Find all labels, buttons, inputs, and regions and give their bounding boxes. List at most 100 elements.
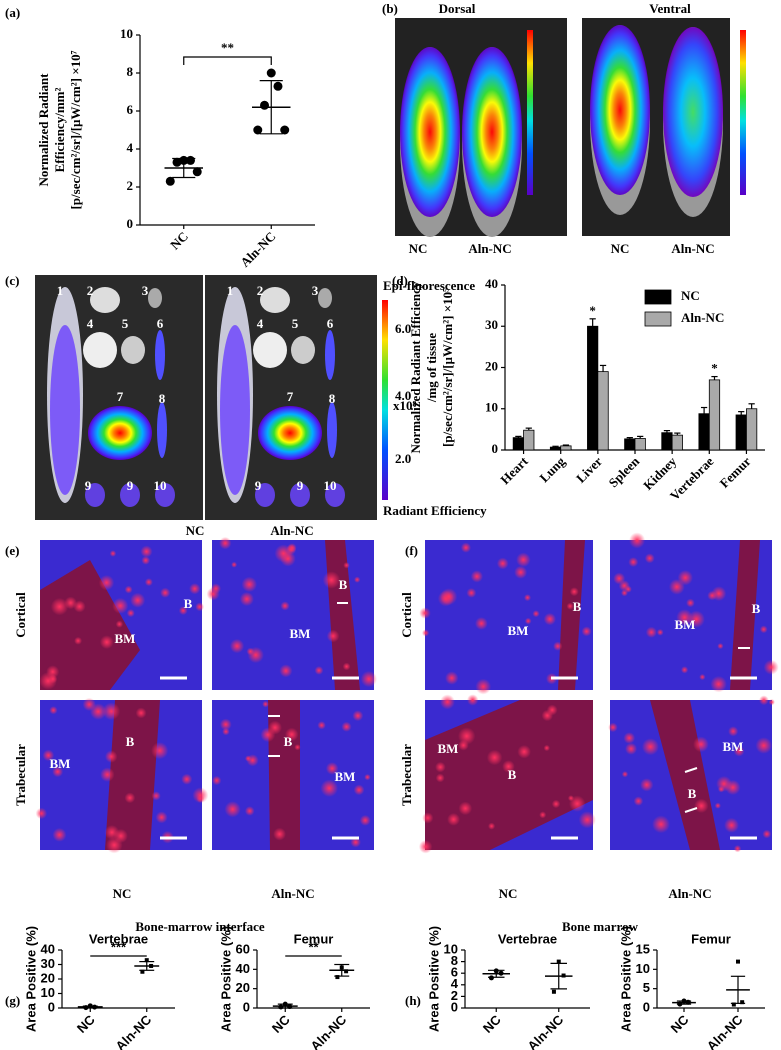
red-spot (693, 736, 709, 753)
annotation: * (711, 361, 718, 376)
bar (549, 446, 562, 451)
red-spot (677, 570, 694, 586)
red-spot (52, 827, 67, 842)
arrow (684, 807, 698, 813)
panel-label: (b) (382, 1, 398, 16)
red-spot (350, 836, 361, 848)
red-spot (352, 710, 364, 722)
red-spot (359, 814, 371, 826)
organ-number: 1 (57, 283, 64, 298)
group-label: Aln-NC (270, 523, 313, 538)
red-spot (422, 629, 430, 637)
group-label: Aln-NC (271, 886, 314, 901)
significance-bracket (183, 56, 272, 65)
organ-number: 9 (255, 478, 262, 493)
red-spot (229, 638, 245, 654)
red-spot (178, 606, 188, 616)
y-axis-label: Normalized Radiant (36, 73, 51, 187)
chart: 0 2 4 6 8 10 Normalized Radiant Efficiency/mm²[… (36, 26, 315, 270)
red-spot (699, 673, 706, 681)
y-tick-label: 0 (48, 999, 55, 1014)
panel-label: (c) (5, 273, 19, 288)
organ-number: 3 (142, 283, 149, 298)
y-axis-label: /mg of tissue (424, 333, 439, 404)
red-spot (279, 664, 293, 678)
data-point (192, 167, 202, 177)
region-label: B (573, 599, 582, 614)
y-tick-label: 20 (236, 980, 250, 995)
row-label: Trabecular (399, 744, 414, 806)
red-spot (280, 601, 290, 611)
organ-signal (50, 325, 80, 495)
region-label: BM (723, 739, 744, 754)
red-spot (578, 811, 596, 829)
y-tick-label: 8 (451, 953, 458, 968)
red-spot (239, 591, 254, 607)
data-point (165, 176, 175, 186)
red-spot (105, 836, 123, 854)
organ-signal (325, 330, 335, 380)
fluorescence (462, 47, 522, 217)
y-axis-label: Area Positive (%) (23, 926, 38, 1032)
colorbar (527, 30, 533, 195)
red-spot (314, 666, 324, 675)
red-spot (496, 557, 509, 570)
red-spot (112, 597, 129, 614)
region-label: BM (290, 626, 311, 641)
organ-signal (155, 483, 175, 507)
y-tick-label: 0 (492, 441, 499, 456)
region-label: B (184, 596, 193, 611)
y-tick-label: 0 (643, 999, 650, 1014)
y-tick-label: 20 (41, 970, 55, 985)
organ-number: 2 (257, 283, 264, 298)
red-spot (98, 574, 115, 591)
bar (597, 371, 609, 451)
organ (83, 332, 117, 368)
red-spot (422, 812, 434, 824)
red-spot (212, 775, 222, 786)
red-spot (460, 542, 472, 553)
red-spot (155, 811, 168, 824)
red-spot (317, 721, 326, 730)
organ-signal (155, 330, 165, 380)
organ-number: 4 (257, 316, 264, 331)
significance-label: ** (308, 939, 319, 954)
red-spot (439, 694, 455, 710)
red-spot (624, 585, 632, 593)
x-tick-label: NC (480, 1012, 504, 1036)
red-spot (546, 704, 558, 716)
red-spot (262, 700, 269, 708)
panel-title: Ventral (649, 1, 691, 16)
y-axis-label: Efficiency/mm² (52, 88, 67, 173)
bar (523, 429, 535, 451)
y-tick-label: 10 (41, 985, 55, 1000)
colorbar (382, 300, 388, 500)
red-spot (52, 766, 64, 778)
x-tick-label: Aln-NC (308, 1012, 350, 1050)
legend-label: NC (681, 288, 700, 303)
chart: 0 10 20 30 40 Normalized Radiant Efficiency/m… (408, 276, 765, 503)
region-label: B (284, 734, 293, 749)
red-spot (486, 749, 503, 766)
y-axis-label: Area Positive (%) (218, 926, 233, 1032)
x-tick-label: NC (668, 1012, 692, 1036)
red-spot (364, 773, 371, 781)
y-axis-label: Normalized Radiant Efficiency (408, 281, 423, 453)
organ-number: 6 (157, 316, 164, 331)
region-label: B (339, 577, 348, 592)
data-point (140, 969, 145, 974)
y-tick-label: 6 (127, 102, 134, 117)
row-label: Cortical (13, 592, 28, 638)
red-spot (763, 659, 779, 675)
row-label: Cortical (399, 592, 414, 638)
y-tick-label: 0 (243, 999, 250, 1014)
group-label: NC (611, 241, 630, 256)
red-spot (728, 726, 739, 737)
red-spot (418, 840, 433, 854)
group-label: NC (186, 523, 205, 538)
y-tick-label: 6 (451, 965, 458, 980)
fluorescence (663, 27, 723, 197)
